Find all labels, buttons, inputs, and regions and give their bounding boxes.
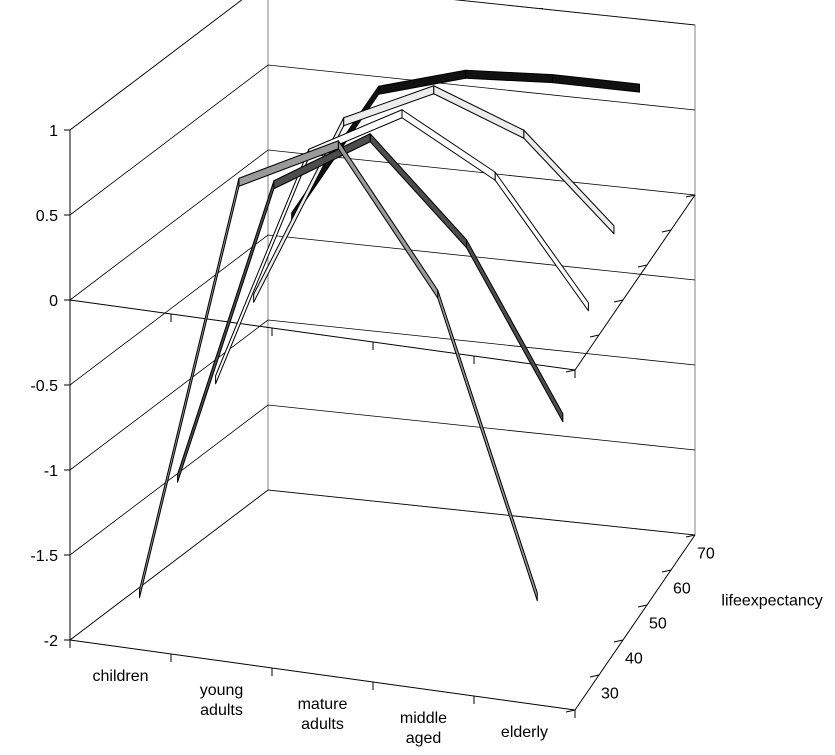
y-tick-label: -2 [44, 633, 58, 650]
category-label: middle aged [400, 710, 447, 747]
depth-tick-label: 60 [673, 581, 691, 598]
depth-axis-title: lifeexpectancy [721, 593, 822, 610]
depth-tick [661, 569, 672, 573]
depth-tick [565, 709, 576, 713]
category-label: children [92, 668, 148, 685]
depth-tick [613, 299, 624, 303]
depth-tick [589, 674, 600, 678]
y-tick-label: 1 [49, 123, 58, 140]
category-label: elderly [501, 724, 548, 741]
series-50 [215, 109, 589, 385]
depth-axis [574, 534, 696, 711]
y-tick-label: 0 [49, 293, 58, 310]
series-30-segment [437, 289, 538, 602]
depth-tick [613, 639, 624, 643]
depth-tick [661, 229, 672, 233]
y-tick-label: -0.5 [30, 378, 58, 395]
depth-tick [685, 194, 696, 198]
gridline [69, 319, 696, 471]
category-axis [69, 639, 576, 711]
series-layer [139, 69, 641, 602]
y-tick-label: -1.5 [30, 548, 58, 565]
depth-tick-label: 30 [601, 686, 619, 703]
series-50-segment [494, 171, 589, 312]
category-label: young adults [200, 682, 244, 719]
gridline [69, 64, 696, 216]
depth-tick [565, 369, 576, 373]
category-label: mature adults [298, 696, 348, 733]
gridline [69, 404, 696, 556]
series-30 [139, 140, 538, 602]
chart-walls [69, 0, 696, 642]
gridline [69, 489, 696, 641]
series-40-segment [466, 239, 564, 423]
depth-tick-label: 50 [649, 616, 667, 633]
gridline [69, 234, 696, 386]
depth-tick [685, 534, 696, 538]
gridline [69, 149, 696, 301]
depth-tick [589, 334, 600, 338]
series-60-segment [523, 129, 615, 235]
gridlines [69, 0, 696, 641]
axes [64, 129, 696, 718]
axis-labels: 1 0.5 0 -0.5 -1 -1.5 -2 children young adults matu… [30, 123, 822, 747]
y-tick-label: 0.5 [36, 208, 58, 225]
depth-tick-label: 40 [625, 651, 643, 668]
gridline [69, 0, 696, 131]
depth-tick [637, 604, 648, 608]
series-70-segment [552, 74, 641, 93]
y-tick-label: -1 [44, 463, 58, 480]
depth-tick [637, 264, 648, 268]
series-40 [177, 133, 564, 483]
depth-tick-label: 70 [697, 546, 715, 563]
